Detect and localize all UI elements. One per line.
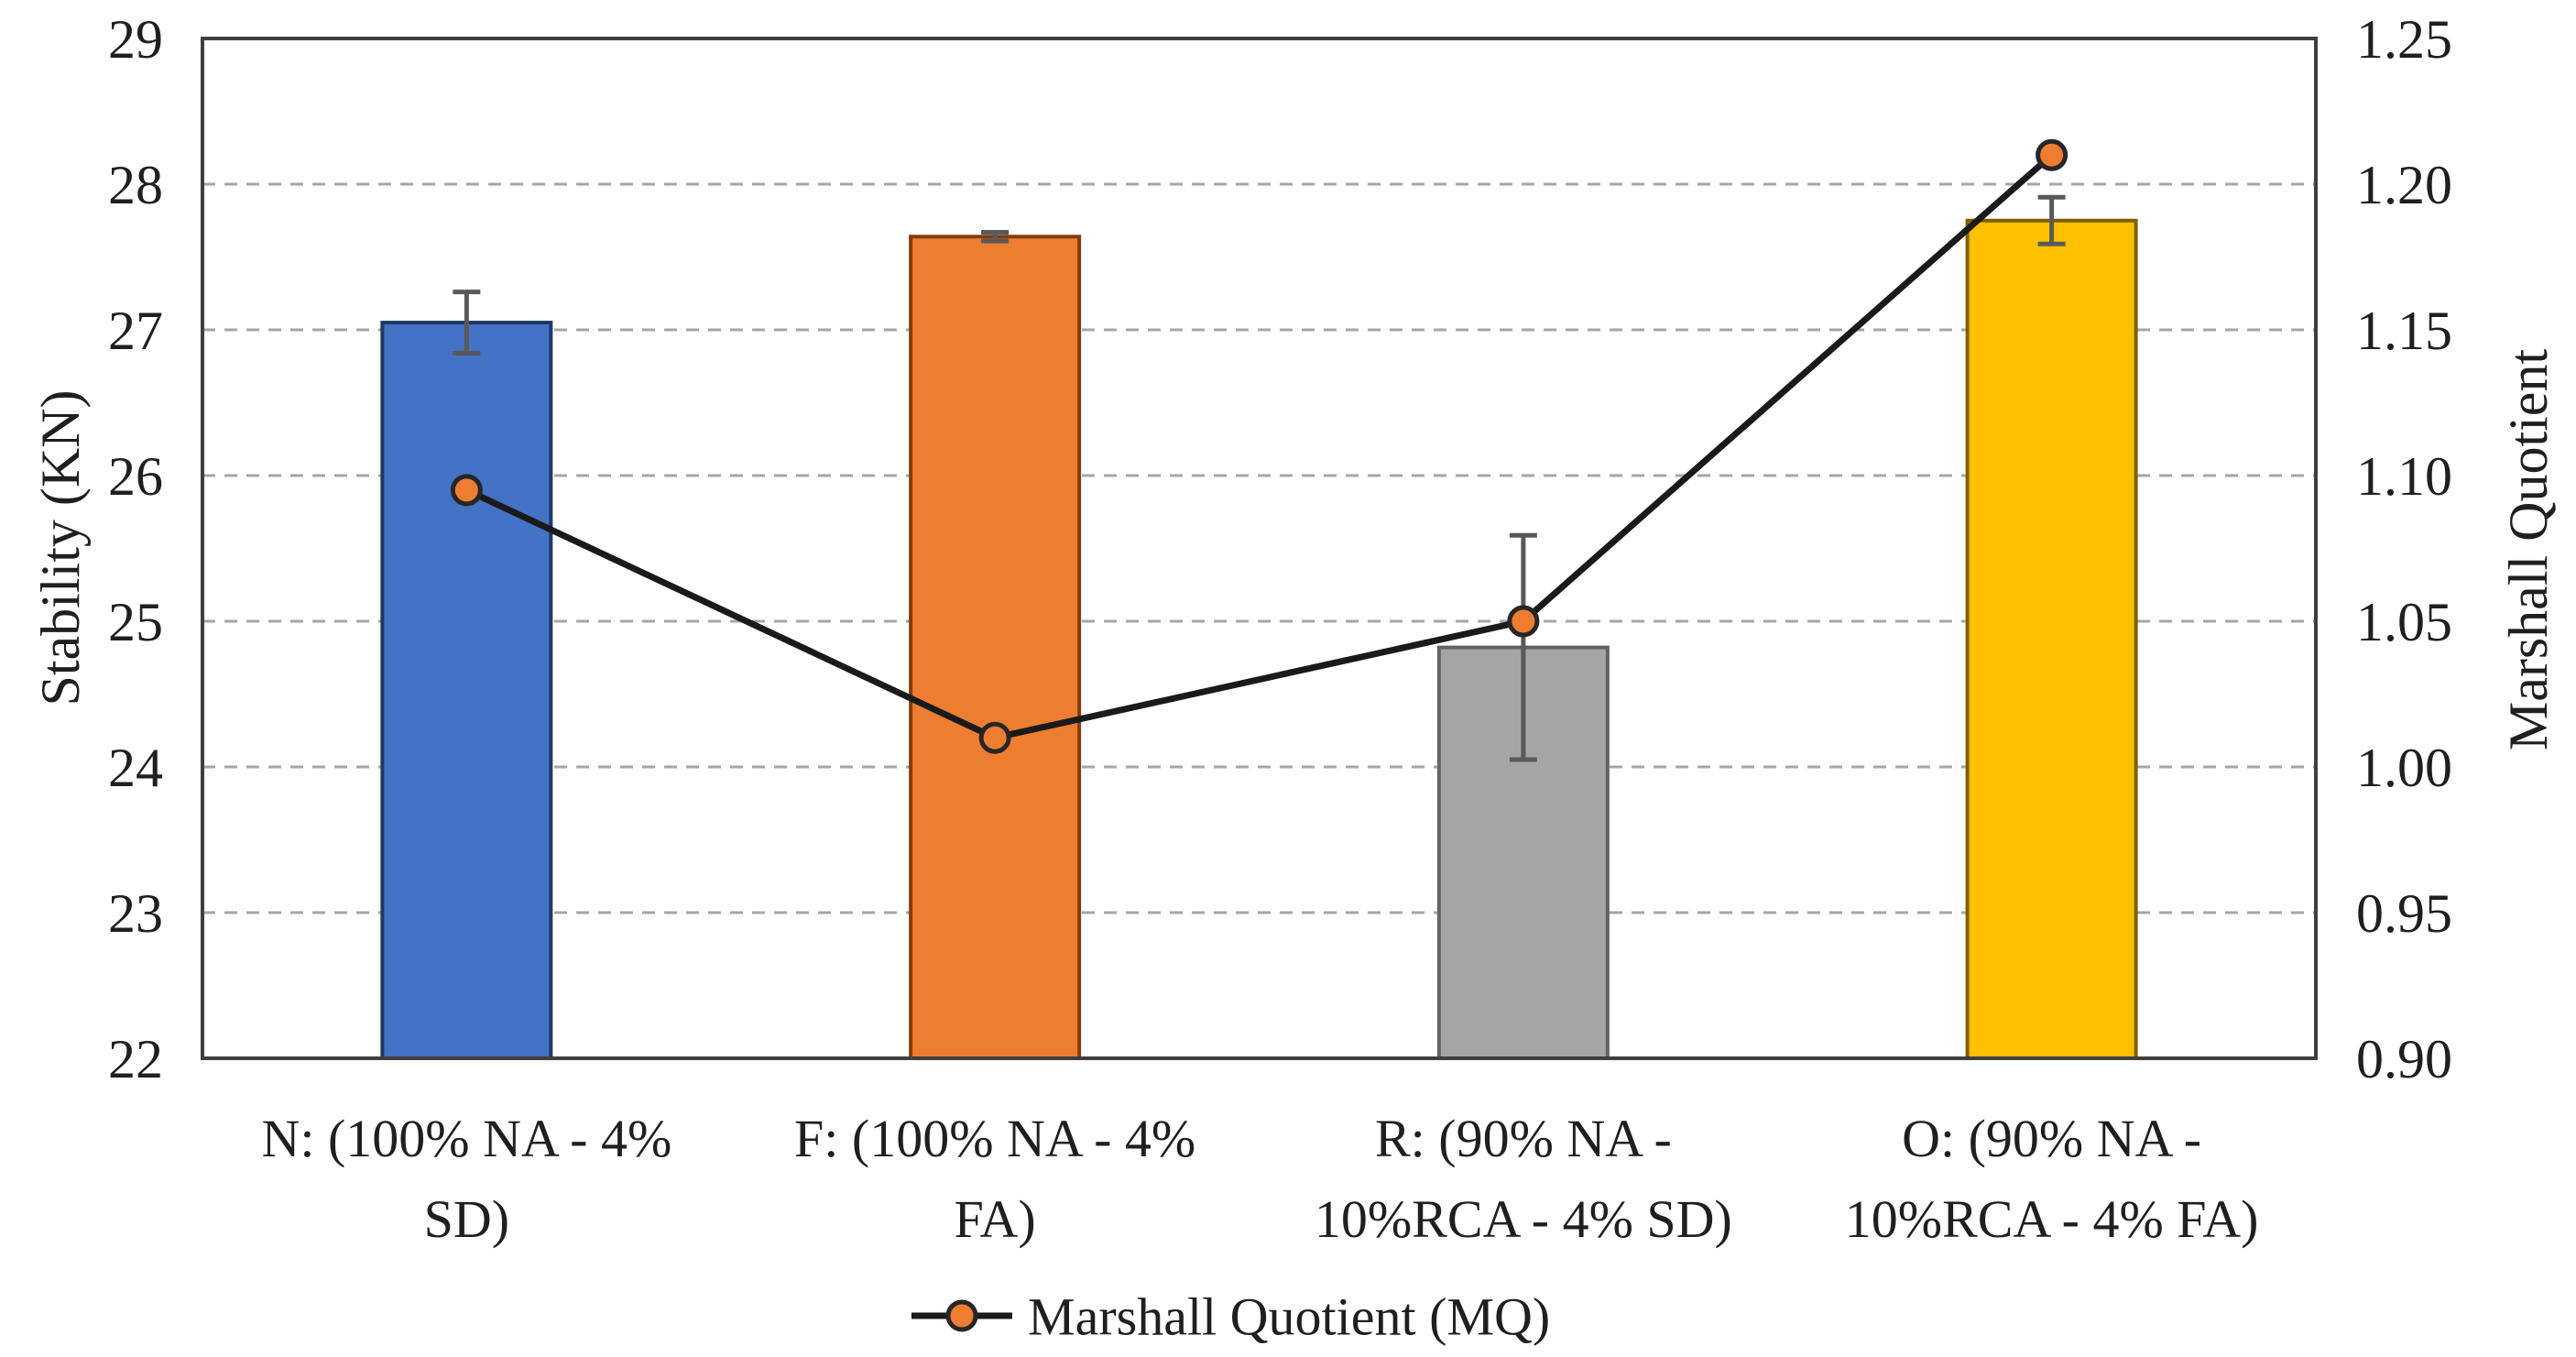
legend-label: Marshall Quotient (MQ): [1028, 1286, 1550, 1346]
right-tick-label: 1.05: [2356, 592, 2452, 652]
error-bar-R: [1509, 532, 1537, 762]
right-axis-title: Marshall Quotient: [2498, 349, 2559, 751]
right-tick-label: 1.10: [2356, 446, 2452, 507]
error-bar-F: [981, 229, 1010, 244]
right-tick-label: 1.15: [2356, 301, 2452, 361]
right-tick-label: 1.20: [2356, 155, 2452, 215]
left-tick-label: 26: [108, 446, 163, 507]
error-bar-O: [2037, 194, 2066, 246]
error-bar-N: [453, 290, 481, 356]
right-tick-label: 1.25: [2356, 9, 2452, 70]
left-tick-label: 29: [108, 9, 163, 70]
left-tick-label: 28: [108, 155, 163, 215]
bar-F: [909, 235, 1082, 1060]
mq-marker-R: [1507, 605, 1540, 638]
legend-marker-circle: [945, 1299, 978, 1332]
right-tick-label: 1.00: [2356, 738, 2452, 798]
category-label-O: O: (90% NA -: [1902, 1109, 2201, 1168]
left-tick-label: 27: [108, 301, 163, 361]
category-label-F: FA): [955, 1189, 1036, 1249]
mq-marker-O: [2036, 138, 2068, 171]
bar-O: [1965, 218, 2138, 1060]
bar-N: [380, 321, 553, 1060]
mq-marker-N: [450, 474, 483, 507]
left-axis-tick-labels: 22 23 24 25 26 27 28 29: [108, 9, 163, 1089]
category-axis-labels: N: (100% NA - 4% SD) F: (100% NA - 4% FA) R:…: [261, 1109, 2258, 1249]
category-label-F: F: (100% NA - 4%: [794, 1109, 1195, 1168]
category-label-O: 10%RCA - 4% FA): [1845, 1189, 2259, 1249]
right-axis-tick-labels: 0.90 0.95 1.00 1.05 1.10 1.15 1.20 1.25: [2356, 9, 2452, 1089]
left-tick-label: 24: [108, 738, 163, 798]
bar-series: [380, 218, 2138, 1060]
right-tick-label: 0.90: [2356, 1029, 2452, 1089]
mq-line-series: [450, 138, 2068, 754]
error-bars: [453, 194, 2066, 762]
left-tick-label: 22: [108, 1029, 163, 1089]
right-tick-label: 0.95: [2356, 883, 2452, 944]
left-axis-title: Stability (KN): [30, 390, 91, 706]
left-tick-label: 25: [108, 592, 163, 652]
category-label-R: 10%RCA - 4% SD): [1315, 1189, 1732, 1249]
plot-border: [201, 37, 2318, 1060]
gridlines: [202, 182, 2316, 914]
mq-line: [464, 152, 2054, 741]
category-label-N: SD): [424, 1189, 509, 1249]
category-label-R: R: (90% NA -: [1375, 1109, 1672, 1168]
left-tick-label: 23: [108, 883, 163, 944]
mq-marker-F: [978, 721, 1011, 754]
legend: Marshall Quotient (MQ): [911, 1286, 1550, 1346]
category-label-N: N: (100% NA - 4%: [261, 1109, 671, 1168]
